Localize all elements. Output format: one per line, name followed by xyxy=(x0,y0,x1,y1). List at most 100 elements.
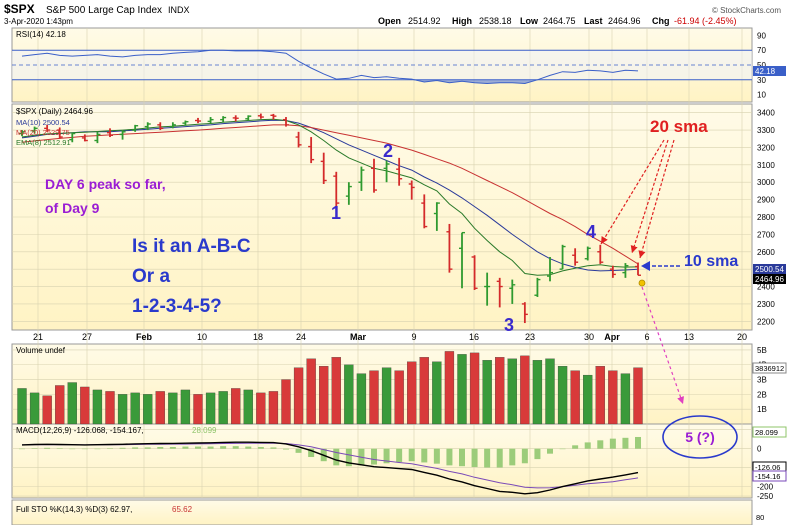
macd-histogram-bar xyxy=(245,446,252,449)
price-tick-label: 2400 xyxy=(757,283,775,292)
rsi-oversold-fill xyxy=(22,79,638,84)
ema8-legend: EMA(8) 2512.91 xyxy=(16,138,71,147)
macd-histogram-bar xyxy=(94,448,101,450)
sma10-label: 10 sma xyxy=(684,253,738,270)
macd-histogram-bar xyxy=(157,446,164,449)
x-tick-label: Mar xyxy=(350,332,367,342)
ohlc-bar xyxy=(396,157,403,186)
macd-histogram-bar xyxy=(144,447,151,449)
macd-line-badge: -126.06 xyxy=(755,463,780,472)
macd-hist-badge: 28.099 xyxy=(755,428,778,437)
ohlc-bar xyxy=(446,223,453,273)
price-tick-label: 2200 xyxy=(757,317,775,326)
ohlc-bar xyxy=(509,279,516,304)
ma10-badge-bg xyxy=(753,264,786,274)
macd-histogram-bar xyxy=(220,446,227,449)
high-label: High xyxy=(452,16,472,26)
watermark: © StockCharts.com xyxy=(712,6,781,15)
macd-histogram-bar xyxy=(496,448,503,468)
macd-histogram-bar xyxy=(396,448,403,463)
ma20-line xyxy=(21,124,639,265)
volume-bar xyxy=(545,358,555,425)
volume-bar xyxy=(319,366,329,425)
ohlc-bar xyxy=(169,122,176,129)
volume-bar xyxy=(381,367,392,425)
volume-bar xyxy=(193,394,203,425)
price-tick-label: 2700 xyxy=(757,230,775,239)
macd-histogram-bar xyxy=(345,448,352,467)
price-tick-label: 3000 xyxy=(757,178,775,187)
ohlc-bar xyxy=(471,255,478,291)
rsi-legend: RSI(14) 42.18 xyxy=(16,30,66,39)
ohlc-bar xyxy=(232,115,239,122)
ohlc-bar xyxy=(421,194,428,229)
macd-histogram-bar xyxy=(132,447,139,449)
rsi-tick-label: 70 xyxy=(757,46,766,55)
macd-tick-label: -200 xyxy=(757,483,774,492)
macd-histogram-bar xyxy=(421,448,428,463)
macd-histogram-bar xyxy=(635,436,641,449)
x-tick-label: 18 xyxy=(253,332,263,342)
volume-bar xyxy=(595,366,605,425)
macd-histogram-bar xyxy=(257,446,264,449)
volume-bar xyxy=(55,385,65,425)
projection-dot xyxy=(638,279,646,287)
x-tick-label: 23 xyxy=(525,332,535,342)
high-value: 2538.18 xyxy=(479,16,512,26)
x-tick-label: 6 xyxy=(644,332,649,342)
wave-label-1: 1 xyxy=(331,203,341,223)
volume-tick-label: 5B xyxy=(757,346,767,355)
ohlc-bar xyxy=(94,131,101,144)
volume-bar xyxy=(42,395,52,425)
macd-histogram-bar xyxy=(534,448,541,460)
volume-bar xyxy=(344,364,354,425)
macd-histogram-bar xyxy=(81,448,88,450)
macd-hist-legend: 28.099 xyxy=(192,426,217,435)
volume-legend: Volume undef xyxy=(16,346,66,355)
wave-label-2: 2 xyxy=(383,141,393,161)
macd-tick-label: 0 xyxy=(757,445,762,454)
volume-badge: 3836912 xyxy=(755,364,784,373)
open-label: Open xyxy=(378,16,401,26)
ohlc-bar xyxy=(358,166,365,191)
macd-histogram-bar xyxy=(559,448,566,450)
x-tick-label: 10 xyxy=(197,332,207,342)
open-value: 2514.92 xyxy=(408,16,441,26)
volume-bar xyxy=(117,394,128,425)
volume-bar xyxy=(306,358,316,425)
ma20-legend: MA(20) 2529.75 xyxy=(16,128,70,137)
ohlc-bar xyxy=(371,158,377,193)
ohlc-bar xyxy=(459,231,465,289)
price-tick-label: 2300 xyxy=(757,300,775,309)
note-day6: DAY 6 peak so far, xyxy=(45,176,166,192)
volume-bar xyxy=(457,354,467,425)
question-line-2: Or a xyxy=(132,266,170,287)
low-value: 2464.75 xyxy=(543,16,576,26)
candlesticks xyxy=(19,113,641,324)
moving-averages xyxy=(21,118,639,276)
volume-bar xyxy=(143,394,153,425)
ohlc-bar xyxy=(56,127,63,139)
wave-label-3: 3 xyxy=(504,315,514,335)
ohlc-bar xyxy=(257,113,264,119)
macd-histogram-bar xyxy=(584,442,591,449)
ohlc-bar xyxy=(270,113,277,120)
chg-label: Chg xyxy=(652,16,670,26)
volume-bar xyxy=(419,357,429,425)
volume-bar xyxy=(394,370,404,425)
volume-tick-label: 3B xyxy=(757,376,767,385)
macd-histogram-bar xyxy=(308,448,315,458)
last-badge-bg xyxy=(753,274,786,284)
sto-d-legend: 65.62 xyxy=(172,505,193,514)
volume-bar xyxy=(520,355,530,425)
macd-histogram-bar xyxy=(408,448,415,462)
macd-histogram-bar xyxy=(295,448,302,453)
sma20-label: 20 sma xyxy=(650,117,708,136)
volume-bar xyxy=(256,392,266,425)
macd-plot xyxy=(19,436,641,495)
wave5-label: 5 (?) xyxy=(685,429,715,445)
price-tick-label: 2900 xyxy=(757,196,775,205)
price-tick-label: 3300 xyxy=(757,126,775,135)
